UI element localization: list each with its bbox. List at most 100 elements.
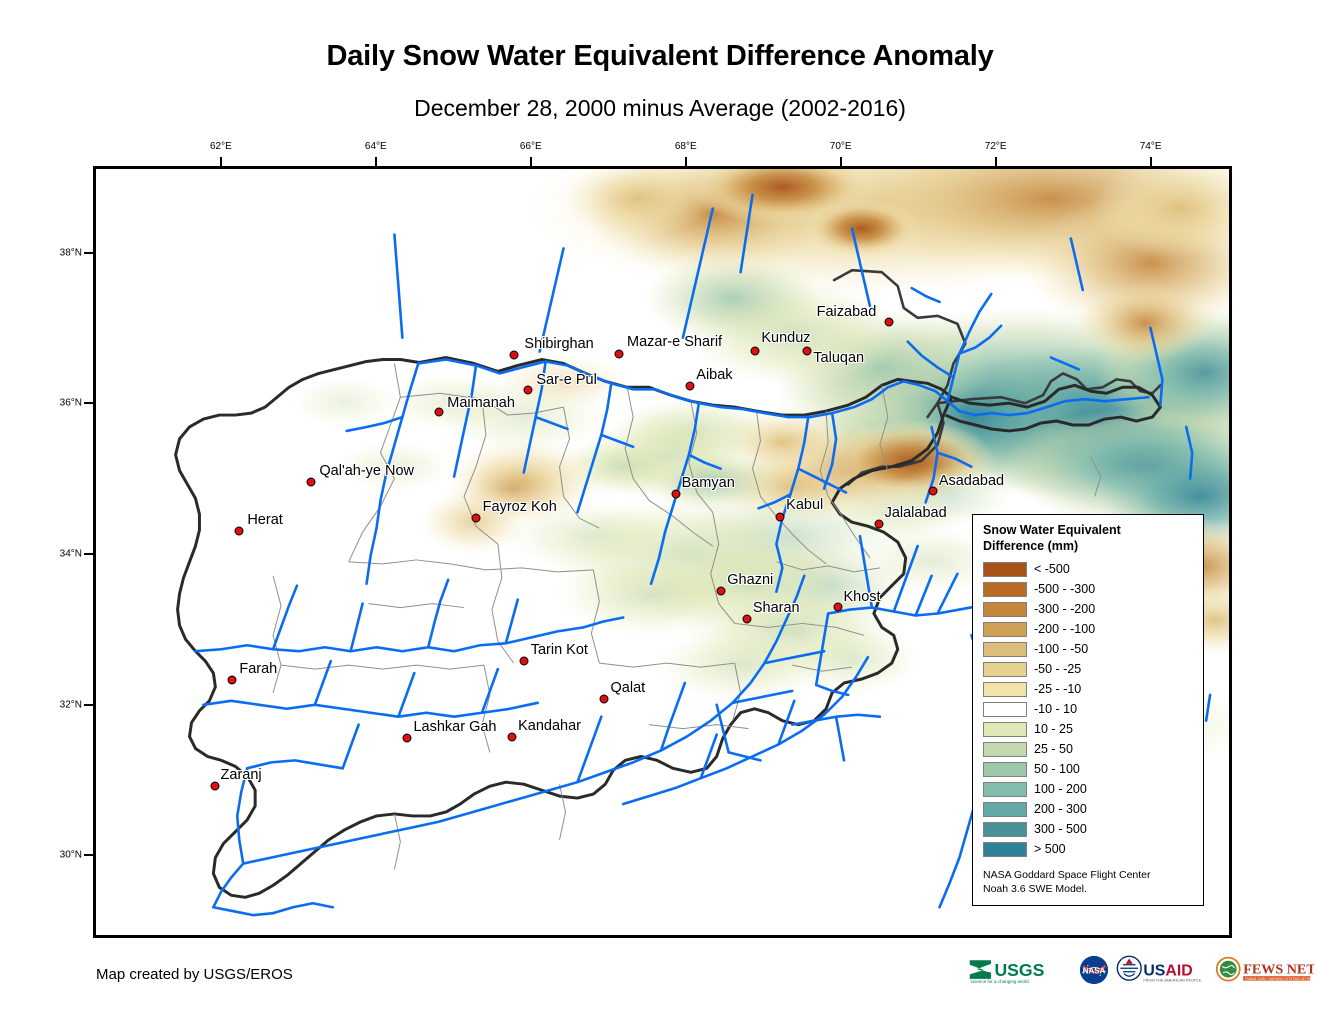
legend-swatch (983, 821, 1027, 837)
city-marker[interactable] (671, 489, 681, 499)
province-boundaries (272, 363, 1102, 870)
legend-label: > 500 (1034, 842, 1066, 857)
svg-text:US: US (1143, 962, 1165, 979)
longitude-tick-label: 68°E (674, 141, 697, 152)
legend-source-note: NASA Goddard Space Flight Center Noah 3.… (983, 869, 1151, 896)
longitude-tick-label: 66°E (519, 141, 542, 152)
city-marker[interactable] (227, 675, 237, 685)
city-marker[interactable] (507, 732, 517, 742)
city-marker[interactable] (685, 381, 695, 391)
city-label: Fayroz Koh (482, 498, 557, 515)
legend-label: -300 - -200 (1034, 602, 1096, 617)
city-marker[interactable] (884, 317, 894, 327)
legend-title: Snow Water Equivalent Difference (mm) (983, 523, 1121, 553)
city-marker[interactable] (471, 513, 481, 523)
svg-text:science for a changing world: science for a changing world (971, 979, 1029, 984)
svg-text:FROM THE AMERICAN PEOPLE: FROM THE AMERICAN PEOPLE (1143, 977, 1201, 982)
legend-label: -10 - 10 (1034, 702, 1078, 717)
latitude-tick (84, 552, 93, 555)
legend-label: -200 - -100 (1034, 622, 1096, 637)
city-label: Shibirghan (524, 336, 594, 353)
svg-text:AID: AID (1166, 962, 1193, 979)
legend-row: 300 - 500 (983, 819, 1193, 839)
latitude-tick-label: 30°N (59, 849, 82, 861)
legend-row: -10 - 10 (983, 699, 1193, 719)
city-marker[interactable] (716, 586, 726, 596)
city-label: Kunduz (761, 330, 811, 347)
legend-swatch (983, 681, 1027, 697)
city-label: Kabul (786, 496, 824, 513)
city-marker[interactable] (928, 486, 938, 496)
city-marker[interactable] (402, 733, 412, 743)
legend-swatch (983, 801, 1027, 817)
city-label: Khost (843, 588, 881, 605)
legend-swatch (983, 701, 1027, 717)
legend-row: -300 - -200 (983, 599, 1193, 619)
city-marker[interactable] (234, 526, 244, 536)
city-label: Maimanah (447, 394, 515, 411)
city-label: Faizabad (816, 303, 877, 320)
city-marker[interactable] (614, 349, 624, 359)
city-marker[interactable] (802, 346, 812, 356)
city-marker[interactable] (306, 477, 316, 487)
city-marker[interactable] (874, 519, 884, 529)
city-marker[interactable] (750, 346, 760, 356)
legend-row: 25 - 50 (983, 739, 1193, 759)
longitude-tick (219, 157, 222, 166)
city-marker[interactable] (775, 512, 785, 522)
latitude-tick (84, 251, 93, 254)
legend-label: 200 - 300 (1034, 802, 1087, 817)
legend-swatch (983, 601, 1027, 617)
city-label: Qalat (610, 680, 646, 697)
svg-text:FEWS NET: FEWS NET (1243, 962, 1314, 978)
latitude-tick-label: 34°N (59, 548, 82, 560)
page-subtitle: December 28, 2000 minus Average (2002-20… (414, 95, 906, 121)
legend-swatch (983, 721, 1027, 737)
map-frame[interactable]: Shibirghan Mazar-e Sharif Kunduz Taluqan Fai… (93, 166, 1232, 938)
map-credit: Map created by USGS/EROS (96, 966, 293, 983)
longitude-tick (529, 157, 532, 166)
city-marker[interactable] (509, 350, 519, 360)
legend-row: -50 - -25 (983, 659, 1193, 679)
legend-label: 50 - 100 (1034, 762, 1080, 777)
legend-panel[interactable]: Snow Water Equivalent Difference (mm) < … (972, 514, 1204, 906)
page-title: Daily Snow Water Equivalent Difference A… (326, 40, 994, 72)
legend-swatch (983, 841, 1027, 857)
longitude-tick-label: 62°E (209, 141, 232, 152)
city-marker[interactable] (519, 656, 529, 666)
city-label: Bamyan (681, 475, 735, 492)
city-marker[interactable] (599, 694, 608, 704)
longitude-tick (684, 157, 687, 166)
latitude-tick (84, 402, 93, 405)
city-marker[interactable] (210, 781, 220, 791)
latitude-tick-label: 36°N (59, 397, 82, 409)
latitude-tick (84, 703, 93, 706)
legend-row: > 500 (983, 839, 1193, 859)
city-marker[interactable] (742, 614, 752, 624)
legend-class-list: < -500 -500 - -300 -300 - -200 -200 - -100 -… (983, 559, 1193, 859)
longitude-tick (374, 157, 377, 166)
legend-row: 100 - 200 (983, 779, 1193, 799)
svg-text:USGS: USGS (994, 960, 1044, 980)
usaid-logo: US AID FROM THE AMERICAN PEOPLE (1116, 955, 1202, 982)
legend-label: -100 - -50 (1034, 642, 1089, 657)
legend-row: < -500 (983, 559, 1193, 579)
legend-label: -25 - -10 (1034, 682, 1082, 697)
legend-swatch (983, 661, 1027, 677)
legend-swatch (983, 781, 1027, 797)
wakhan-corridor-border (944, 383, 1162, 433)
legend-label: 10 - 25 (1034, 722, 1073, 737)
legend-swatch (983, 621, 1027, 637)
svg-text:FAMINE EARLY WARNING SYSTEMS N: FAMINE EARLY WARNING SYSTEMS NETWORK (1245, 977, 1314, 981)
city-label: Lashkar Gah (413, 718, 497, 735)
longitude-tick (1149, 157, 1152, 166)
city-marker[interactable] (434, 407, 444, 417)
longitude-tick (994, 157, 997, 166)
legend-label: 25 - 50 (1034, 742, 1073, 757)
city-marker[interactable] (833, 602, 842, 612)
city-marker[interactable] (523, 385, 533, 395)
legend-label: -50 - -25 (1034, 662, 1082, 677)
city-label: Aibak (696, 366, 733, 383)
legend-swatch (983, 581, 1027, 597)
legend-swatch (983, 761, 1027, 777)
